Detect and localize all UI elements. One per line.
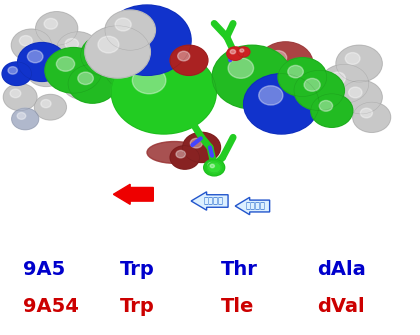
Text: メチル基: メチル基	[203, 197, 223, 205]
Circle shape	[288, 65, 303, 78]
Circle shape	[228, 58, 254, 78]
Circle shape	[259, 86, 283, 105]
Circle shape	[178, 51, 190, 61]
Circle shape	[81, 34, 134, 76]
Circle shape	[183, 132, 220, 162]
Circle shape	[17, 113, 26, 119]
Text: dVal: dVal	[317, 297, 365, 316]
Circle shape	[2, 62, 32, 85]
Circle shape	[12, 108, 39, 130]
Circle shape	[294, 70, 344, 111]
Circle shape	[208, 162, 215, 168]
Circle shape	[345, 53, 360, 64]
Text: Trp: Trp	[120, 297, 155, 316]
Polygon shape	[191, 192, 228, 210]
Circle shape	[27, 50, 43, 63]
Text: Tle: Tle	[220, 297, 254, 316]
Circle shape	[65, 39, 79, 49]
Circle shape	[227, 47, 244, 60]
Circle shape	[8, 67, 17, 74]
Circle shape	[115, 18, 131, 31]
Circle shape	[204, 159, 225, 176]
Circle shape	[336, 45, 382, 82]
Text: メチル基: メチル基	[126, 190, 148, 199]
Circle shape	[44, 18, 58, 29]
Text: 9A5: 9A5	[23, 260, 66, 279]
Circle shape	[319, 100, 333, 111]
Circle shape	[36, 12, 78, 45]
Circle shape	[98, 36, 119, 53]
Circle shape	[360, 108, 373, 118]
Circle shape	[240, 49, 244, 52]
Circle shape	[176, 150, 185, 158]
Circle shape	[349, 87, 362, 98]
Circle shape	[45, 48, 102, 93]
Circle shape	[230, 50, 236, 54]
Circle shape	[212, 45, 292, 109]
Circle shape	[237, 47, 250, 57]
Circle shape	[105, 10, 155, 50]
Circle shape	[41, 99, 51, 108]
Circle shape	[258, 42, 313, 85]
Ellipse shape	[147, 141, 202, 163]
Circle shape	[115, 58, 131, 71]
Circle shape	[19, 36, 32, 46]
Circle shape	[57, 32, 99, 65]
Circle shape	[11, 29, 52, 61]
Circle shape	[18, 43, 66, 81]
Circle shape	[63, 68, 101, 99]
Circle shape	[3, 84, 37, 111]
Circle shape	[10, 89, 21, 98]
Text: Trp: Trp	[120, 260, 155, 279]
Circle shape	[340, 80, 382, 114]
Circle shape	[330, 72, 345, 84]
Circle shape	[170, 146, 200, 169]
Polygon shape	[113, 184, 153, 204]
Circle shape	[269, 51, 287, 65]
Text: Thr: Thr	[220, 260, 257, 279]
Circle shape	[103, 5, 191, 75]
Circle shape	[207, 162, 221, 173]
Text: dAla: dAla	[317, 260, 366, 279]
Circle shape	[278, 58, 327, 96]
Circle shape	[311, 94, 353, 127]
Circle shape	[34, 94, 66, 120]
Circle shape	[304, 78, 320, 91]
Circle shape	[353, 102, 391, 132]
Circle shape	[132, 67, 166, 94]
Circle shape	[56, 57, 75, 71]
Circle shape	[85, 26, 150, 78]
Circle shape	[70, 74, 83, 84]
Circle shape	[320, 64, 369, 103]
Circle shape	[105, 50, 155, 90]
Circle shape	[34, 61, 47, 71]
Circle shape	[78, 72, 93, 84]
Circle shape	[121, 19, 149, 42]
Circle shape	[91, 43, 108, 56]
Circle shape	[210, 164, 215, 168]
Circle shape	[190, 138, 202, 148]
Polygon shape	[235, 197, 270, 215]
Circle shape	[68, 64, 117, 103]
Circle shape	[111, 50, 216, 134]
Circle shape	[170, 45, 208, 75]
Circle shape	[26, 54, 66, 86]
Text: メチル基: メチル基	[246, 202, 266, 210]
Circle shape	[244, 74, 319, 134]
Text: 9A54: 9A54	[23, 297, 79, 316]
